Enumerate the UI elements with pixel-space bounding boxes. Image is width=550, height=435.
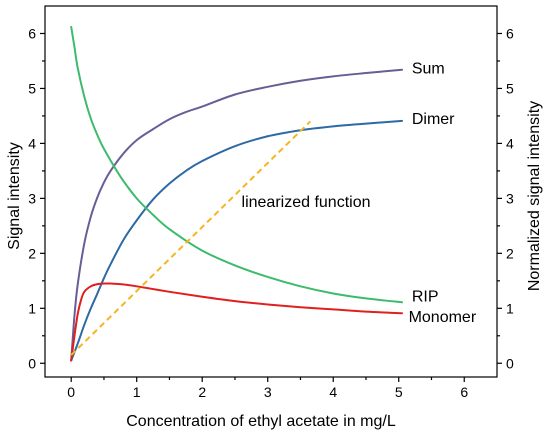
series-labels: Sum Dimer RIP Monomer linearized function [242,61,477,326]
series-line-rip [70,25,404,304]
x-tick-label: 1 [133,384,141,400]
x-tick-label: 2 [198,384,206,400]
y-tick-label: 0 [28,355,36,371]
y-axis-left: 0 1 2 3 4 5 6 [28,25,45,371]
x-tick-label: 3 [264,384,272,400]
plot-frame [44,5,498,378]
x-tick-label: 5 [395,384,403,400]
series-layer [70,25,404,362]
y-axis-title: Signal intensity [6,142,23,250]
y2-tick-label: 4 [506,135,514,151]
y-tick-label: 5 [28,80,36,96]
y2-axis-title: Normalized signal intensity [526,101,543,291]
y-axis-right: 0 1 2 3 4 5 6 [497,25,514,371]
plot-border [44,5,498,378]
y2-tick-label: 3 [506,190,514,206]
y-tick-label: 4 [28,135,36,151]
x-tick-label: 0 [67,384,75,400]
y2-tick-label: 5 [506,80,514,96]
x-axis: 0 1 2 3 4 5 6 [67,377,468,400]
y-tick-label: 3 [28,190,36,206]
y-tick-label: 6 [28,25,36,41]
y2-tick-label: 0 [506,355,514,371]
series-label-rip: RIP [412,289,439,306]
series-line-monomer [70,282,404,362]
series-label-linearized-function: linearized function [242,194,371,211]
series-label-sum: Sum [412,61,445,78]
y2-tick-label: 6 [506,25,514,41]
x-tick-label: 4 [329,384,337,400]
y-tick-label: 2 [28,245,36,261]
y2-tick-label: 2 [506,245,514,261]
y2-tick-label: 1 [506,300,514,316]
series-label-monomer: Monomer [409,309,477,326]
x-tick-label: 6 [460,384,468,400]
series-label-dimer: Dimer [412,111,455,128]
x-axis-title: Concentration of ethyl acetate in mg/L [126,413,396,430]
y-tick-label: 1 [28,300,36,316]
series-line-linearized-function [70,120,312,356]
series-line-sum [70,68,404,362]
